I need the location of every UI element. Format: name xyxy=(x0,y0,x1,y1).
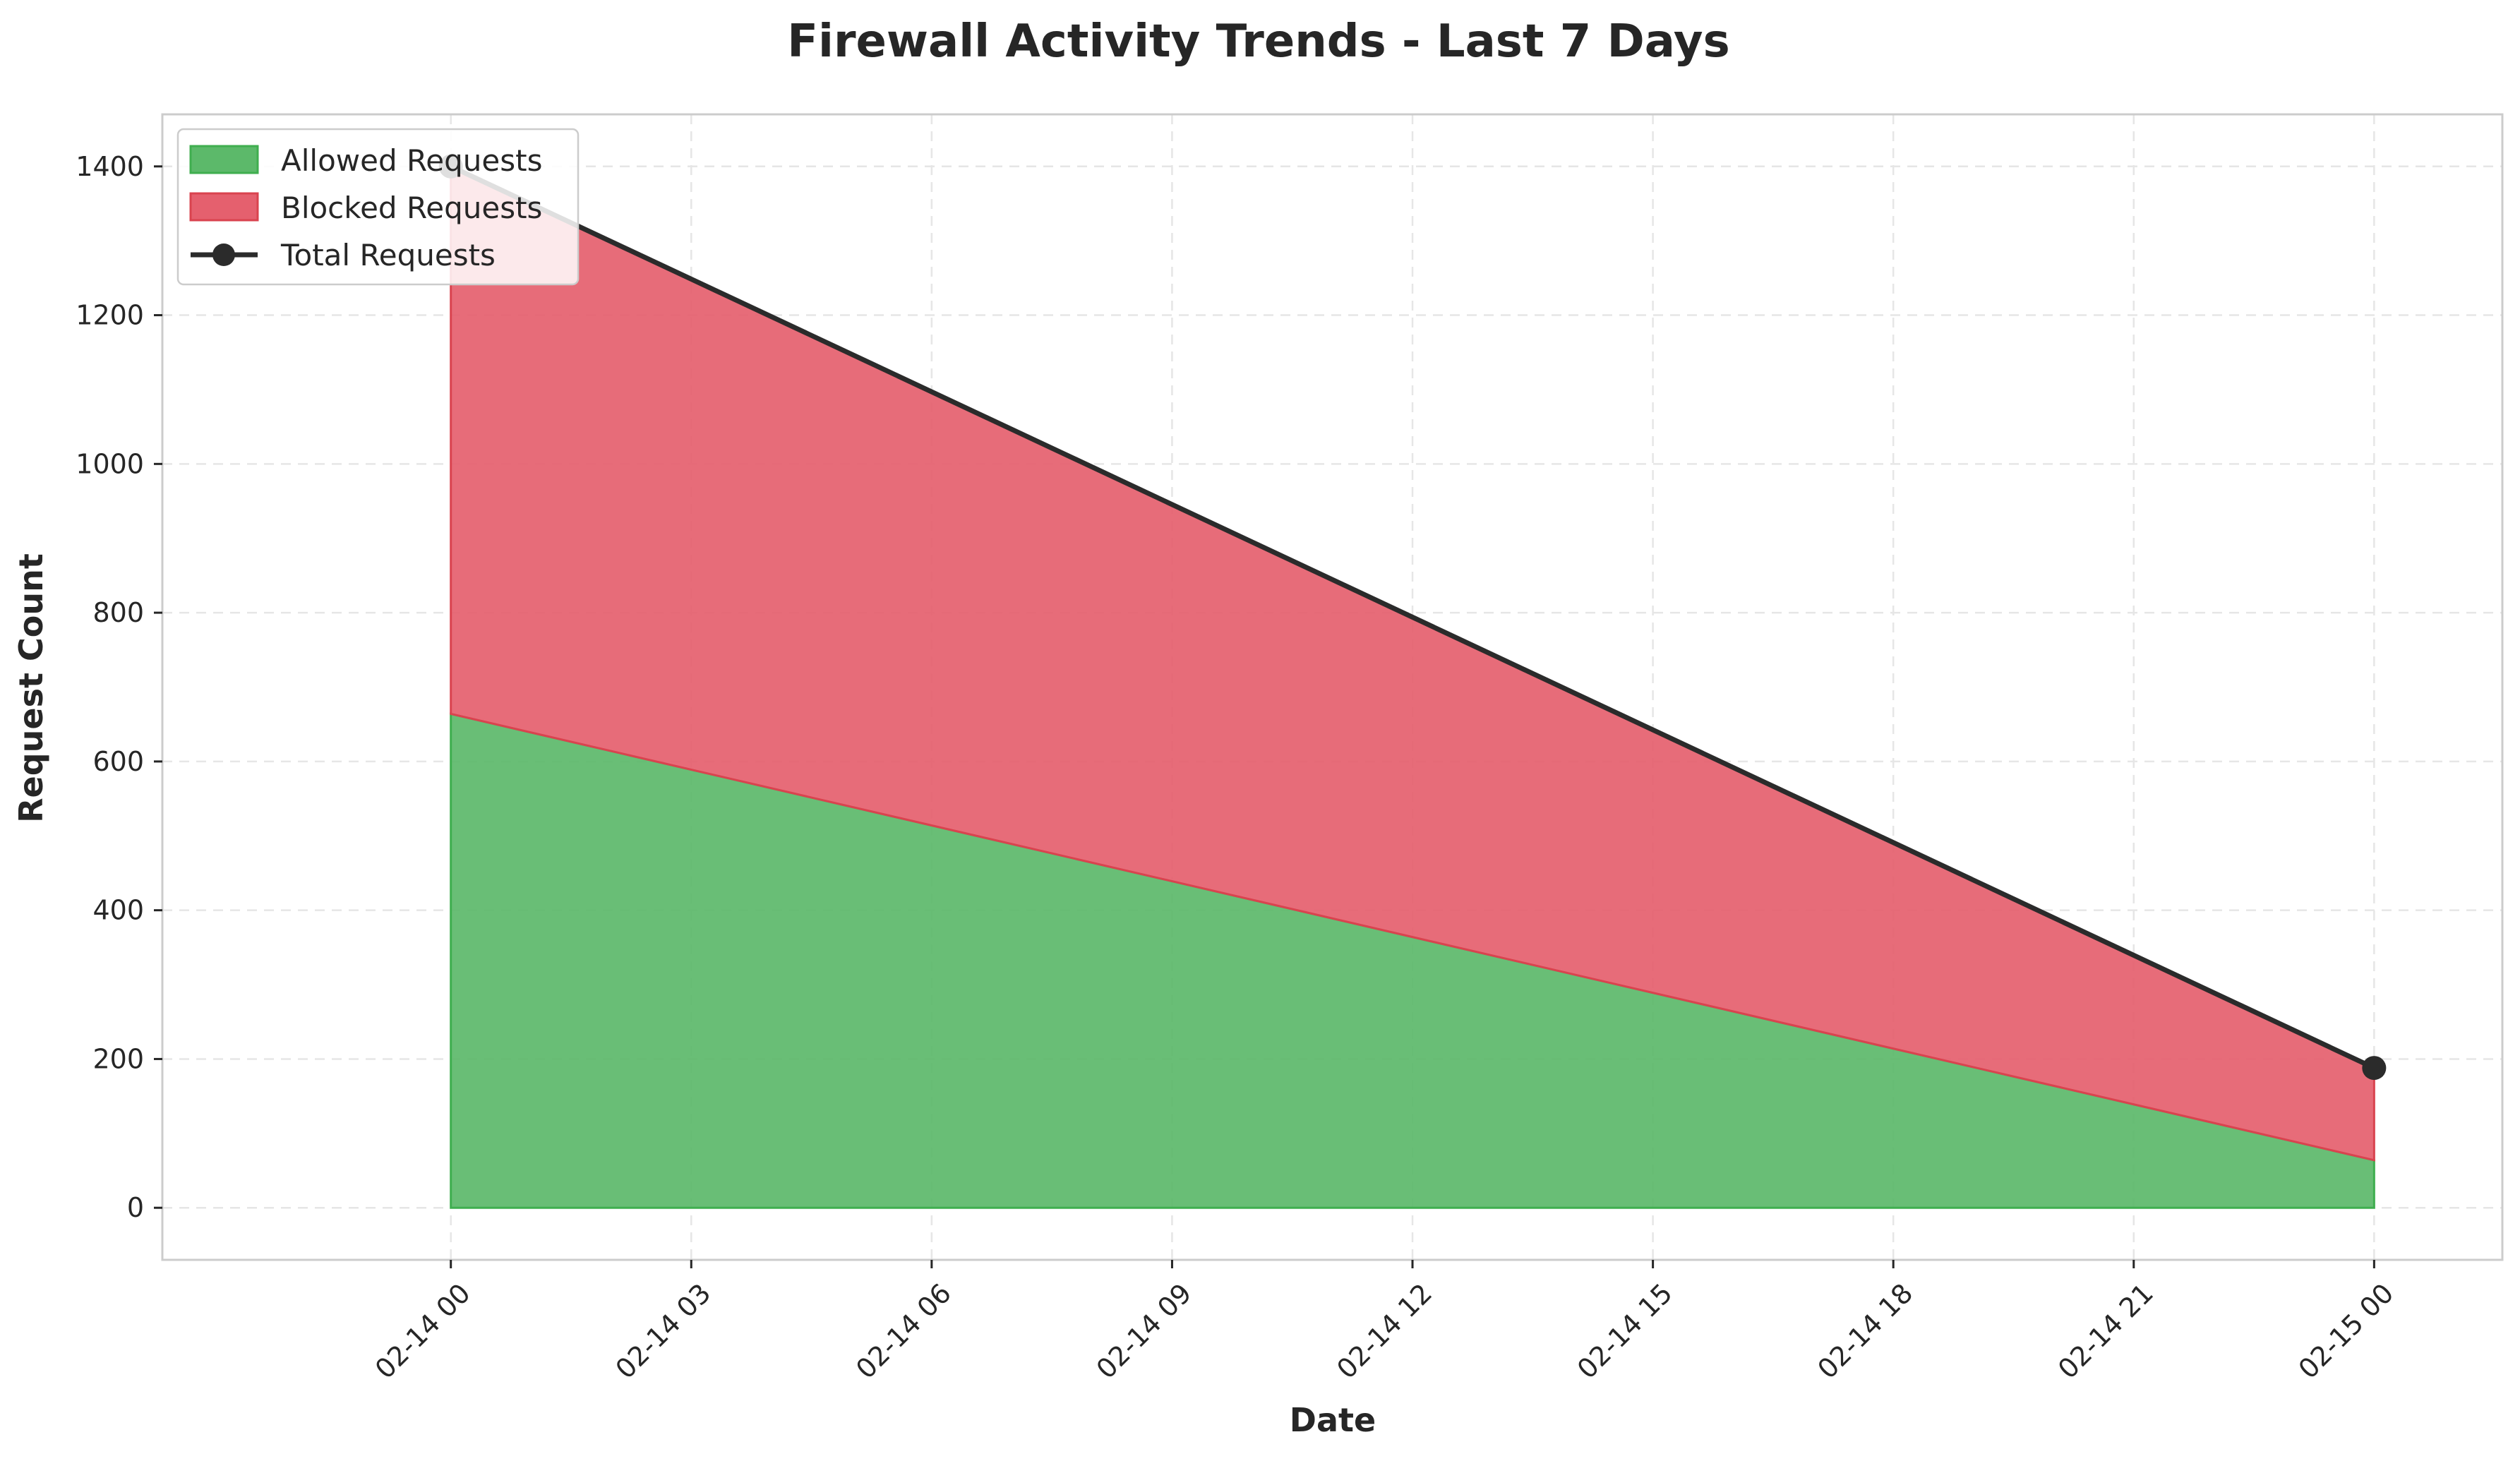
x-tick-label: 02-14 15 xyxy=(1571,1277,1679,1385)
plot-frame xyxy=(161,113,2504,1261)
y-axis-label: Request Count xyxy=(12,553,50,823)
x-tick-label: 02-14 03 xyxy=(610,1277,717,1385)
y-tick-label: 600 xyxy=(92,746,144,777)
legend: Allowed Requests Blocked Requests Total Re… xyxy=(176,128,580,286)
x-tick-label: 02-15 00 xyxy=(2293,1277,2400,1385)
x-tick-label: 02-14 12 xyxy=(1331,1277,1438,1385)
y-tick-label: 1000 xyxy=(76,448,144,479)
plot-border xyxy=(161,113,2504,1261)
legend-label: Allowed Requests xyxy=(281,143,542,178)
y-axis-ticks: 0 200 400 600 800 1000 1200 1400 xyxy=(76,151,162,1223)
total-requests-marker xyxy=(2362,1056,2387,1081)
x-tick-label: 02-14 21 xyxy=(2052,1277,2159,1385)
legend-label: Total Requests xyxy=(280,238,496,272)
y-tick-label: 1400 xyxy=(76,151,144,182)
y-tick-label: 0 xyxy=(127,1192,144,1223)
chart-title: Firewall Activity Trends - Last 7 Days xyxy=(787,16,1729,68)
legend-box xyxy=(176,128,580,286)
x-tick-label: 02-14 09 xyxy=(1091,1277,1198,1385)
x-tick-label: 02-14 06 xyxy=(850,1277,957,1385)
legend-swatch-total-marker xyxy=(212,244,235,266)
y-tick-label: 200 xyxy=(92,1043,144,1074)
x-axis-ticks: 02-14 00 02-14 03 02-14 06 02-14 09 02-14 12… xyxy=(369,1260,2400,1385)
y-tick-label: 400 xyxy=(92,895,144,926)
y-tick-label: 1200 xyxy=(76,300,144,331)
legend-swatch-blocked xyxy=(189,192,259,222)
y-tick-label: 800 xyxy=(92,597,144,628)
area-layer xyxy=(450,164,2375,1209)
x-tick-label: 02-14 18 xyxy=(1811,1277,1919,1385)
legend-swatch-allowed xyxy=(189,145,259,174)
legend-label: Blocked Requests xyxy=(281,191,542,225)
x-tick-label: 02-14 00 xyxy=(369,1277,476,1385)
x-axis-label: Date xyxy=(1290,1401,1376,1439)
total-requests-line xyxy=(450,164,2375,1071)
